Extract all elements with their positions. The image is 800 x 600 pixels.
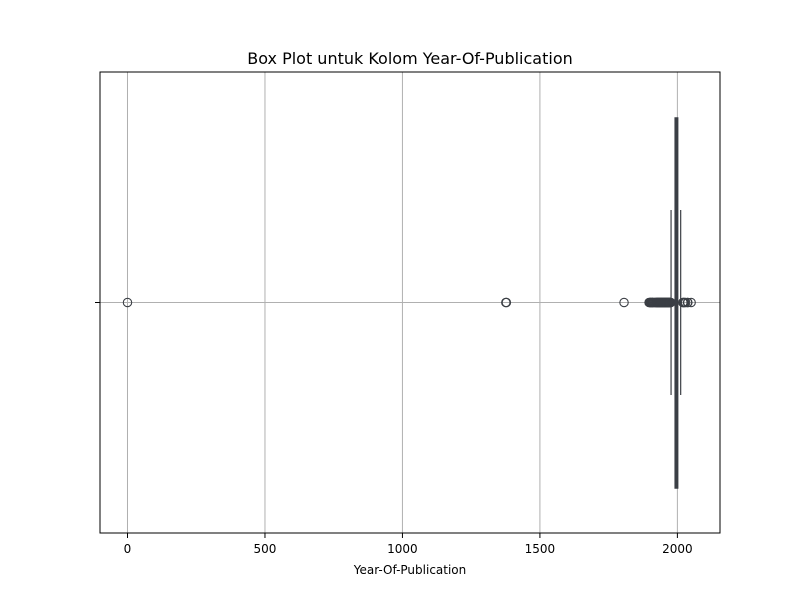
grid-lines [100,72,720,533]
outlier-point [686,297,696,308]
outlier-point [122,297,133,308]
x-tick-label: 0 [124,542,132,556]
outlier-point [683,297,693,308]
outlier-point [501,297,512,308]
x-axis-label: Year-Of-Publication [353,563,467,577]
x-tick-label: 1000 [387,542,418,556]
outlier-point [619,297,629,308]
x-tick-label: 1500 [525,542,556,556]
outlier-point [666,297,676,308]
x-tick-label: 2000 [662,542,693,556]
chart-title: Box Plot untuk Kolom Year-Of-Publication [247,49,573,68]
plot-area [122,117,696,489]
x-axis-ticks: 0 500 1000 1500 2000 [124,533,693,556]
x-tick-label: 500 [254,542,277,556]
